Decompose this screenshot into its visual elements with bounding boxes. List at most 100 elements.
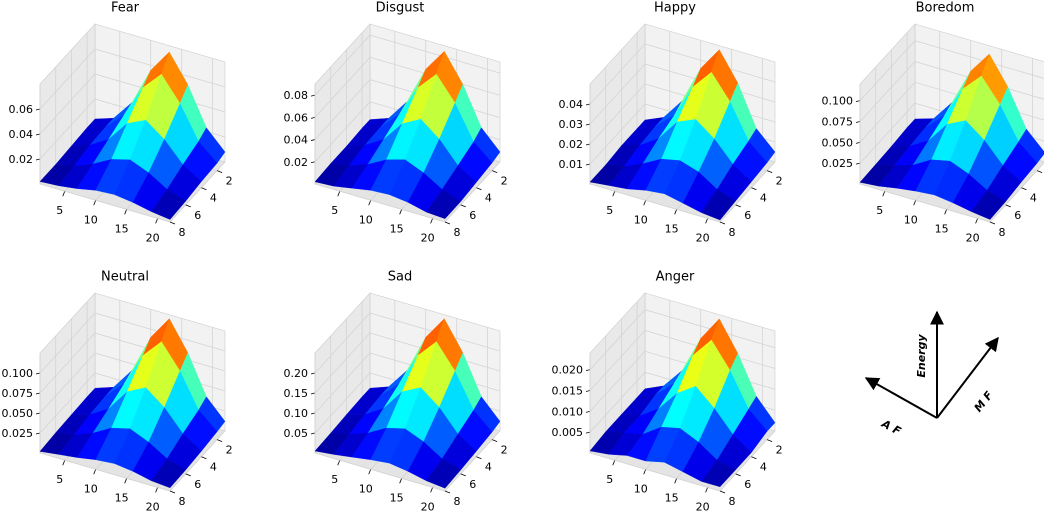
- tick-mark: [705, 487, 708, 493]
- tick-mark: [612, 460, 616, 466]
- z-tick-label: 0.02: [9, 153, 34, 166]
- tick-mark: [476, 187, 482, 191]
- y-tick-label: 8: [179, 495, 186, 508]
- x-tick-label: 15: [115, 222, 129, 235]
- x-tick-label: 10: [359, 213, 373, 226]
- key-label: A F: [879, 417, 904, 438]
- x-tick-label: 20: [421, 500, 435, 511]
- y-tick-label: 2: [226, 444, 233, 457]
- grid-line: [39, 84, 171, 223]
- y-tick-label: 4: [485, 192, 492, 205]
- tick-mark: [585, 103, 591, 106]
- x-tick-label: 5: [331, 473, 338, 486]
- tick-mark: [719, 221, 726, 225]
- tick-mark: [35, 392, 41, 395]
- z-tick-label: 0.02: [559, 138, 584, 151]
- subplot-title: Neutral: [101, 270, 149, 285]
- tick-mark: [216, 439, 223, 442]
- tick-mark: [975, 218, 978, 224]
- y-tick-label: 2: [501, 444, 508, 457]
- tick-mark: [913, 200, 917, 206]
- tick-mark: [430, 487, 433, 493]
- z-tick-label: 0.04: [9, 128, 34, 141]
- z-tick-label: 0.100: [2, 367, 34, 380]
- tick-mark: [674, 478, 678, 484]
- tick-mark: [368, 200, 372, 206]
- tick-mark: [35, 133, 41, 136]
- subplot-title: Disgust: [376, 1, 425, 16]
- tick-mark: [1005, 204, 1011, 208]
- tick-mark: [751, 187, 757, 191]
- tick-mark: [430, 218, 433, 224]
- tick-mark: [337, 460, 341, 466]
- tick-mark: [735, 473, 741, 477]
- z-tick-label: 0.050: [2, 407, 34, 420]
- y-tick-label: 6: [194, 478, 201, 491]
- z-tick-label: 0.04: [284, 134, 309, 147]
- tick-mark: [310, 116, 316, 119]
- y-tick-label: 4: [760, 461, 767, 474]
- x-tick-label: 5: [606, 204, 613, 217]
- x-tick-label: 20: [696, 231, 710, 244]
- tick-mark: [399, 478, 403, 484]
- subplot-title: Boredom: [916, 1, 975, 16]
- tick-mark: [155, 487, 158, 493]
- x-tick-label: 20: [146, 500, 160, 511]
- x-tick-label: 15: [665, 491, 679, 504]
- tick-mark: [216, 170, 223, 173]
- tick-mark: [491, 170, 498, 173]
- z-tick-label: 0.10: [284, 407, 309, 420]
- y-tick-label: 2: [776, 444, 783, 457]
- tick-mark: [62, 191, 66, 197]
- tick-mark: [585, 431, 591, 434]
- y-tick-label: 6: [744, 209, 751, 222]
- tick-mark: [201, 456, 207, 460]
- tick-mark: [766, 170, 773, 173]
- z-tick-label: 0.20: [284, 367, 309, 380]
- key-label: Energy: [915, 334, 928, 378]
- surface-patch: [701, 459, 736, 487]
- tick-mark: [35, 158, 41, 161]
- tick-mark: [337, 191, 341, 197]
- tick-mark: [368, 469, 372, 475]
- tick-mark: [310, 392, 316, 395]
- x-tick-label: 5: [876, 204, 883, 217]
- tick-mark: [310, 412, 316, 415]
- tick-mark: [643, 469, 647, 475]
- y-tick-label: 2: [776, 175, 783, 188]
- tick-mark: [93, 469, 97, 475]
- axes-key: Energy M F A F: [864, 310, 999, 438]
- x-tick-label: 10: [84, 482, 98, 495]
- z-tick-label: 0.05: [284, 427, 309, 440]
- y-tick-label: 6: [744, 478, 751, 491]
- tick-mark: [169, 221, 176, 225]
- tick-mark: [751, 456, 757, 460]
- tick-mark: [460, 473, 466, 477]
- grid-line: [314, 353, 446, 492]
- tick-mark: [35, 372, 41, 375]
- tick-mark: [735, 204, 741, 208]
- x-tick-label: 20: [696, 500, 710, 511]
- surface-patch: [426, 189, 461, 219]
- tick-mark: [643, 200, 647, 206]
- x-tick-label: 10: [84, 213, 98, 226]
- y-tick-label: 4: [210, 192, 217, 205]
- y-tick-label: 8: [179, 226, 186, 239]
- tick-mark: [1036, 170, 1043, 173]
- x-tick-label: 20: [146, 231, 160, 244]
- tick-mark: [585, 163, 591, 166]
- tick-mark: [155, 218, 158, 224]
- tick-mark: [444, 221, 451, 225]
- z-tick-label: 0.01: [559, 158, 584, 171]
- z-tick-label: 0.020: [552, 364, 584, 377]
- z-tick-label: 0.010: [552, 405, 584, 418]
- tick-mark: [855, 121, 861, 123]
- tick-mark: [585, 410, 591, 413]
- subplot-title: Sad: [388, 270, 412, 285]
- x-tick-label: 20: [421, 231, 435, 244]
